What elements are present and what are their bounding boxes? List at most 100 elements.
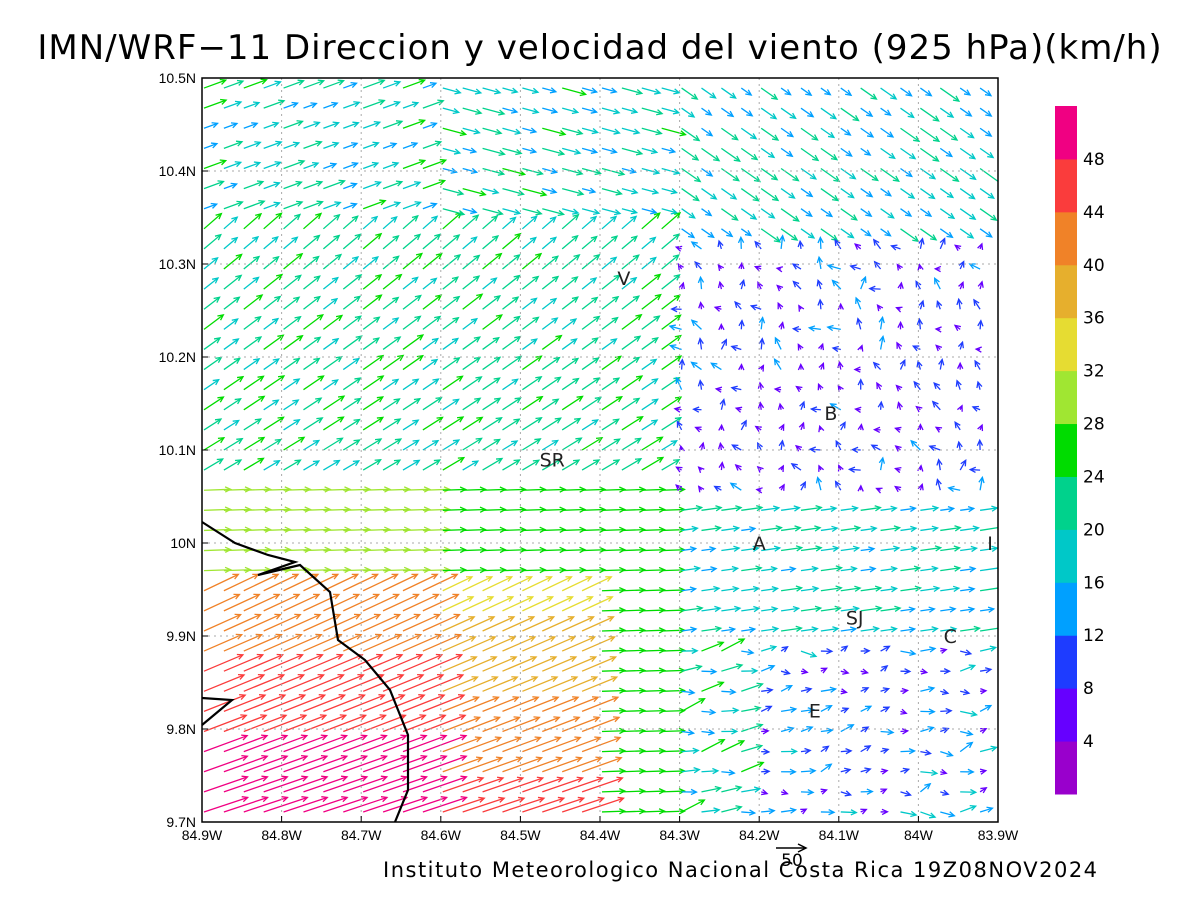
wind-arrow (820, 763, 833, 773)
wind-arrow (482, 107, 506, 116)
wind-arrow (900, 810, 918, 818)
wind-arrow (800, 147, 820, 162)
wind-arrow (760, 188, 780, 202)
wind-arrow (721, 505, 743, 512)
wind-arrow (542, 486, 567, 493)
wind-arrow (936, 300, 943, 310)
wind-arrow (661, 667, 686, 674)
wind-arrow (820, 545, 840, 552)
wind-arrow (900, 167, 913, 178)
wind-arrow (681, 505, 704, 512)
wind-arrow (840, 626, 858, 633)
wind-arrow (382, 613, 422, 632)
wind-arrow (920, 167, 937, 180)
wind-arrow (482, 566, 507, 574)
wind-arrow (383, 526, 412, 533)
wind-arrow (749, 304, 762, 311)
wind-arrow (641, 337, 659, 350)
wind-arrow (362, 375, 385, 391)
wind-arrow (641, 167, 661, 175)
wind-arrow (910, 439, 921, 451)
wind-arrow (283, 506, 312, 513)
wind-arrow (263, 201, 281, 210)
wind-arrow (343, 101, 361, 109)
wind-arrow (402, 334, 425, 350)
wind-arrow (581, 167, 602, 176)
wind-arrow (717, 239, 724, 250)
wind-arrow (203, 142, 219, 149)
wind-arrow (362, 416, 385, 431)
wind-arrow (758, 316, 766, 330)
wind-arrow (561, 357, 580, 371)
wind-arrow (522, 87, 540, 94)
wind-arrow (701, 546, 717, 553)
wind-arrow (323, 101, 339, 109)
wind-arrow (960, 710, 978, 717)
x-tick-label: 84.4W (580, 827, 621, 843)
wind-arrow (876, 303, 884, 312)
wind-arrow (979, 127, 993, 137)
wind-arrow (661, 607, 686, 614)
wind-arrow (959, 208, 977, 221)
wind-arrow (581, 396, 603, 411)
wind-arrow (522, 438, 542, 451)
wind-arrow (760, 147, 776, 159)
wind-arrow (362, 99, 386, 109)
wind-arrow (422, 459, 442, 471)
wind-arrow (482, 438, 501, 451)
wind-arrow (681, 799, 706, 813)
wind-arrow (940, 606, 957, 613)
wind-arrow (303, 775, 349, 793)
wind-arrow (243, 276, 260, 290)
wind-arrow (402, 378, 420, 391)
wind-arrow (940, 688, 950, 696)
wind-arrow (502, 676, 539, 692)
wind-arrow (263, 694, 307, 713)
wind-arrow (303, 140, 323, 149)
wind-arrow (522, 416, 543, 431)
x-tick-label: 84.2W (739, 827, 780, 843)
wind-arrow (661, 87, 681, 95)
wind-arrow (840, 127, 852, 136)
wind-arrow (621, 235, 638, 250)
wind-arrow (761, 525, 783, 532)
wind-arrow (880, 505, 898, 512)
wind-arrow (834, 238, 842, 250)
wind-arrow (900, 525, 918, 533)
wind-arrow (800, 525, 822, 532)
wind-arrow (422, 396, 443, 411)
wind-arrow (342, 377, 362, 391)
wind-arrow (601, 667, 627, 674)
wind-arrow (820, 686, 838, 693)
wind-arrow (880, 586, 899, 593)
wind-arrow (854, 243, 862, 250)
wind-arrow (860, 668, 870, 675)
wind-arrow (223, 122, 239, 129)
wind-arrow (641, 456, 665, 471)
wind-arrow (681, 228, 696, 239)
wind-arrow (799, 400, 806, 411)
wind-arrow (741, 585, 761, 593)
wind-arrow (920, 726, 935, 733)
wind-arrow (979, 806, 994, 813)
wind-arrow (362, 141, 380, 149)
wind-arrow (422, 734, 468, 753)
wind-arrow (382, 438, 403, 451)
wind-arrow (561, 234, 579, 250)
wind-arrow (840, 566, 858, 573)
wind-arrow (870, 444, 881, 451)
wind-arrow (601, 788, 627, 795)
wind-arrow (223, 775, 269, 793)
wind-arrow (362, 180, 383, 190)
wind-arrow (880, 706, 891, 713)
wind-arrow (934, 426, 943, 433)
wind-arrow (954, 244, 962, 251)
wind-arrow (223, 573, 260, 592)
wind-arrow (402, 526, 432, 533)
wind-arrow (581, 459, 601, 471)
wind-arrow (402, 796, 449, 813)
wind-arrow (581, 436, 604, 451)
wind-arrow (442, 616, 476, 632)
wind-arrow (502, 440, 519, 451)
wind-arrow (918, 237, 925, 250)
